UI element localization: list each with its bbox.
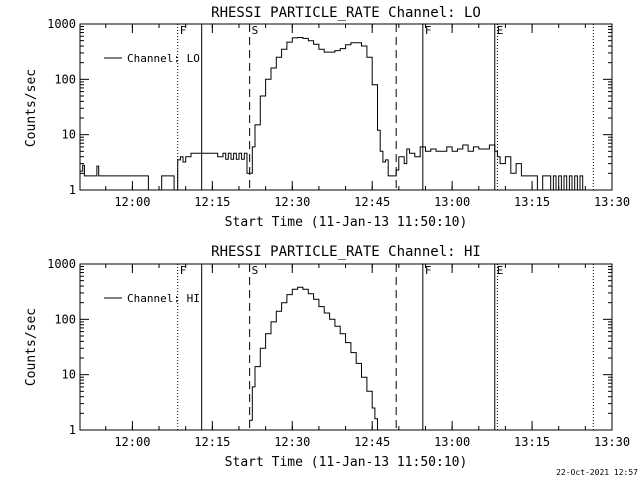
- event-marker-label: S: [252, 24, 259, 37]
- legend-label: Channel: LO: [127, 52, 200, 65]
- x-tick-label: 12:30: [274, 195, 310, 209]
- y-tick-label: 1: [69, 183, 76, 197]
- y-tick-label: 10: [62, 128, 76, 142]
- x-tick-label: 12:00: [114, 435, 150, 449]
- x-tick-label: 12:00: [114, 195, 150, 209]
- generation-timestamp: 22-Oct-2021 12:57: [556, 468, 638, 477]
- x-tick-label: 12:45: [354, 435, 390, 449]
- x-tick-label: 13:00: [434, 435, 470, 449]
- y-tick-label: 100: [54, 72, 76, 86]
- x-tick-label: 13:15: [514, 195, 550, 209]
- x-axis-label: Start Time (11-Jan-13 11:50:10): [225, 455, 468, 470]
- x-tick-label: 12:15: [194, 195, 230, 209]
- x-axis-label: Start Time (11-Jan-13 11:50:10): [225, 215, 468, 230]
- y-axis-label: Counts/sec: [24, 308, 39, 386]
- lo-channel-panel: RHESSI PARTICLE_RATE Channel: LO Counts/…: [24, 5, 630, 230]
- x-tick-label: 13:00: [434, 195, 470, 209]
- x-tick-label: 13:30: [594, 435, 630, 449]
- event-marker-label: E: [497, 264, 504, 277]
- y-tick-label: 10: [62, 368, 76, 382]
- y-tick-label: 1: [69, 423, 76, 437]
- series-line: [80, 37, 584, 191]
- x-tick-label: 13:30: [594, 195, 630, 209]
- series-line: [249, 286, 378, 430]
- event-marker-label: F: [425, 24, 432, 37]
- x-tick-label: 12:15: [194, 435, 230, 449]
- y-axis-label: Counts/sec: [24, 69, 39, 147]
- y-tick-label: 1000: [47, 17, 76, 31]
- event-marker-label: F: [425, 264, 432, 277]
- x-tick-label: 13:15: [514, 435, 550, 449]
- x-tick-label: 12:30: [274, 435, 310, 449]
- event-marker-label: F: [180, 264, 187, 277]
- chart-title: RHESSI PARTICLE_RATE Channel: HI: [211, 244, 481, 260]
- y-tick-label: 1000: [47, 257, 76, 271]
- event-marker-label: F: [180, 24, 187, 37]
- legend-label: Channel: HI: [127, 292, 200, 305]
- event-marker-label: E: [497, 24, 504, 37]
- hi-channel-panel: RHESSI PARTICLE_RATE Channel: HI Counts/…: [24, 244, 630, 470]
- chart-title: RHESSI PARTICLE_RATE Channel: LO: [211, 5, 481, 21]
- x-tick-label: 12:45: [354, 195, 390, 209]
- plot-frame: [79, 263, 613, 431]
- event-marker-label: S: [252, 264, 259, 277]
- y-tick-label: 100: [54, 312, 76, 326]
